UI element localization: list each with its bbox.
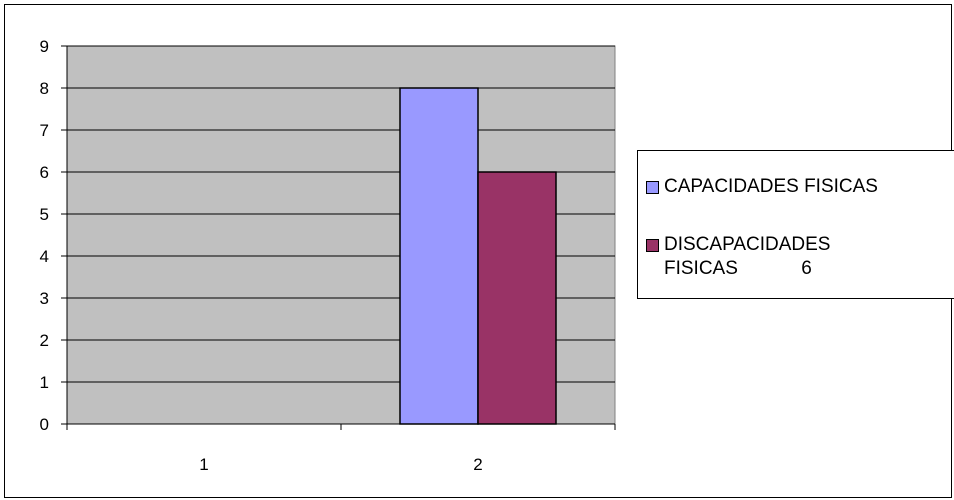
y-tick-label-9: 9 (40, 37, 49, 56)
legend-swatch-discapacidades (646, 239, 659, 252)
y-tick-labels: 0 1 2 3 4 5 6 7 8 9 (40, 37, 49, 434)
y-tick-label-7: 7 (40, 121, 49, 140)
y-tick-label-5: 5 (40, 205, 49, 224)
legend-swatch-capacidades (646, 181, 659, 194)
axes (61, 45, 616, 430)
bar-discapacidades-cat-2 (477, 171, 557, 425)
y-tick-label-1: 1 (40, 373, 49, 392)
bars (399, 87, 557, 425)
y-tick-label-8: 8 (40, 79, 49, 98)
y-tick-label-3: 3 (40, 289, 49, 308)
x-tick-label-1: 1 (199, 455, 208, 474)
y-tick-label-0: 0 (40, 415, 49, 434)
y-tick-label-2: 2 (40, 331, 49, 350)
y-tick-label-6: 6 (40, 163, 49, 182)
bar-capacidades-cat-2 (399, 87, 479, 425)
legend-label-discapacidades-line1: DISCAPACIDADES (664, 234, 831, 255)
legend: CAPACIDADES FISICAS DISCAPACIDADES FISIC… (637, 150, 954, 299)
x-tick-label-2: 2 (473, 455, 482, 474)
legend-label-capacidades: CAPACIDADES FISICAS (664, 176, 878, 197)
y-tick-label-4: 4 (40, 247, 49, 266)
legend-label-discapacidades-line2: FISICAS 6 (664, 258, 812, 279)
